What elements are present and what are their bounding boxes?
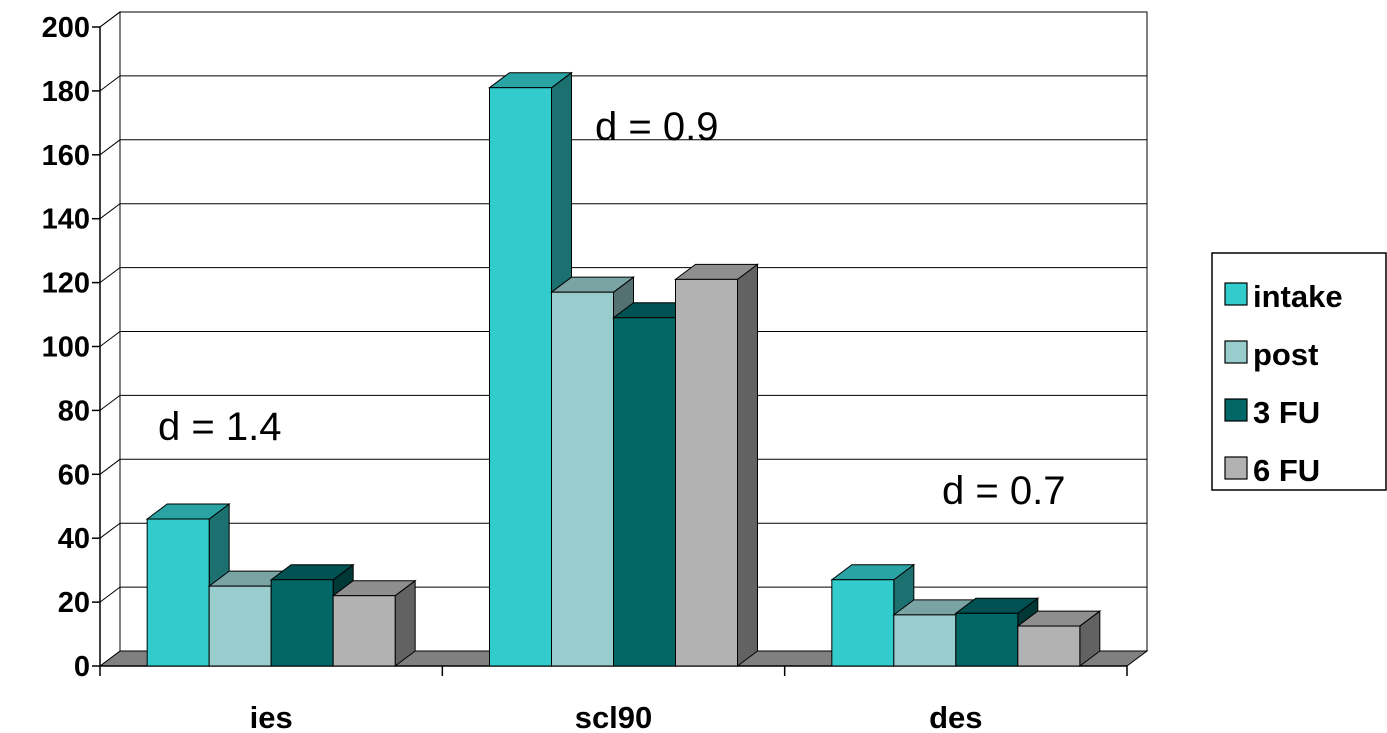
gridlines xyxy=(99,11,1147,603)
y-tick-label: 80 xyxy=(58,395,90,427)
y-tick-label: 120 xyxy=(42,268,90,300)
legend-swatch xyxy=(1224,340,1248,364)
y-tick-label: 40 xyxy=(58,523,90,555)
y-tick-label: 100 xyxy=(42,332,90,364)
gridline xyxy=(99,394,1147,411)
bar-des-intake xyxy=(831,579,895,667)
gridline xyxy=(99,331,1147,347)
bar-des-post xyxy=(893,614,957,667)
legend-swatch xyxy=(1224,282,1248,306)
x-category-label: scl90 xyxy=(575,700,653,733)
gridline xyxy=(99,203,1147,220)
legend-swatch xyxy=(1224,456,1248,480)
bar-ies-3-FU xyxy=(270,579,334,667)
legend-label: intake xyxy=(1253,279,1343,314)
y-tick-label: 20 xyxy=(58,587,90,619)
y-tick-label: 200 xyxy=(42,12,90,44)
bars xyxy=(145,71,1102,667)
y-tick-label: 140 xyxy=(42,204,90,236)
bar-scl90-intake xyxy=(489,87,552,667)
effect-size-annotation: d = 0.7 xyxy=(942,469,1065,513)
gridline xyxy=(99,267,1147,284)
gridline xyxy=(99,458,1147,475)
gridline xyxy=(99,522,1147,539)
gridline xyxy=(99,586,1147,603)
gridline xyxy=(99,139,1147,156)
x-category-label: des xyxy=(929,700,982,733)
y-tick-labels: 0 20 40 60 80 100 120 140 160 180 200 xyxy=(42,12,90,683)
legend-label: 6 FU xyxy=(1253,453,1320,488)
gridline xyxy=(99,75,1147,92)
y-tick-label: 180 xyxy=(42,76,90,108)
annotations: d = 1.4 d = 0.9 d = 0.7 xyxy=(158,105,1065,513)
legend-swatch xyxy=(1224,398,1248,422)
y-tick-label: 60 xyxy=(58,459,90,491)
x-category-label: ies xyxy=(250,700,293,733)
bar-scl90-3-FU xyxy=(613,317,676,667)
bar-ies-intake xyxy=(146,518,210,667)
bar-des-3-FU xyxy=(955,612,1019,667)
y-tick-label: 0 xyxy=(74,651,90,683)
y-tick-label: 160 xyxy=(42,140,90,172)
gridline xyxy=(99,11,1147,28)
legend-label: 3 FU xyxy=(1253,395,1320,430)
bar-ies-6-FU xyxy=(332,595,396,667)
bar-side xyxy=(737,263,758,667)
bar-des-6-FU xyxy=(1017,625,1081,667)
bar-scl90-6-FU xyxy=(675,278,738,667)
bar-scl90-post xyxy=(551,291,614,667)
x-category-labels: ies scl90 des xyxy=(250,700,983,733)
effect-size-annotation: d = 1.4 xyxy=(158,405,281,449)
effect-size-annotation: d = 0.9 xyxy=(595,105,718,149)
legend-label: post xyxy=(1253,337,1318,372)
bar-ies-post xyxy=(208,585,272,667)
legend: intake post 3 FU 6 FU xyxy=(1211,252,1387,491)
